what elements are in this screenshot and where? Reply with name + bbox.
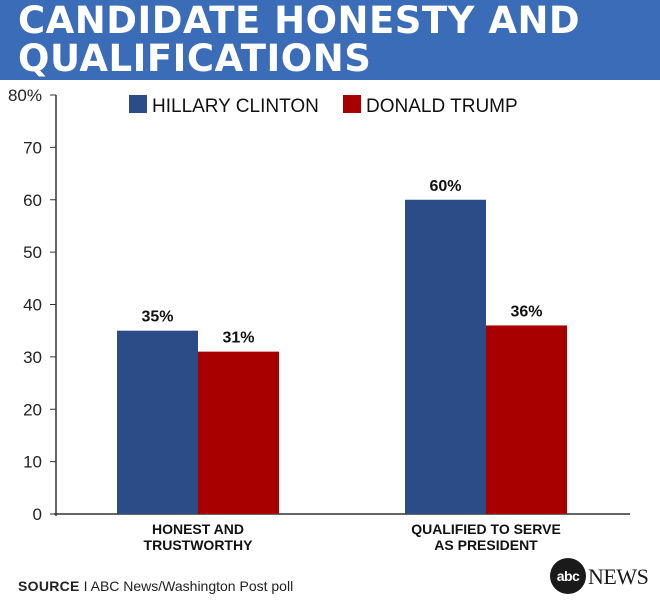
y-tick-label: 50 bbox=[23, 243, 42, 262]
abc-logo-text: NEWS bbox=[588, 564, 649, 589]
y-tick-label: 60 bbox=[23, 191, 42, 210]
bar bbox=[405, 199, 486, 514]
source-note: SOURCE I ABC News/Washington Post poll bbox=[18, 578, 293, 594]
title-banner: CANDIDATE HONESTY AND QUALIFICATIONS bbox=[0, 0, 660, 80]
abc-logo-mark: abc bbox=[550, 558, 586, 594]
y-tick-label: 10 bbox=[23, 453, 42, 472]
y-tick-label: 20 bbox=[23, 400, 42, 419]
data-label: 60% bbox=[429, 178, 461, 195]
category-label: QUALIFIED TO SERVE AS PRESIDENT bbox=[411, 521, 561, 553]
bar bbox=[486, 325, 567, 514]
data-label: 35% bbox=[141, 309, 173, 326]
source-label: SOURCE bbox=[18, 578, 80, 594]
abc-news-logo: abc NEWS bbox=[550, 558, 650, 594]
y-tick-label: 70 bbox=[23, 138, 42, 157]
y-tick-label: 0 bbox=[33, 505, 42, 524]
data-label: 36% bbox=[510, 303, 542, 320]
legend-swatch bbox=[129, 95, 147, 113]
bar bbox=[198, 351, 279, 514]
bar-chart: 0 10 20 30 40 50 60 70 80% 35% 60% 31% 36% HONEST AND… bbox=[8, 86, 630, 553]
data-label: 31% bbox=[222, 330, 254, 347]
category-label: HONEST AND TRUSTWORTHY bbox=[144, 521, 254, 553]
legend-swatch bbox=[343, 95, 361, 113]
y-tick-label: 40 bbox=[23, 296, 42, 315]
y-tick-label: 80% bbox=[8, 86, 42, 105]
source-separator: I bbox=[83, 578, 88, 594]
y-tick-label: 30 bbox=[23, 348, 42, 367]
legend-label: HILLARY CLINTON bbox=[152, 96, 319, 117]
chart-title: CANDIDATE HONESTY AND QUALIFICATIONS bbox=[18, 0, 581, 80]
source-text: ABC News/Washington Post poll bbox=[90, 578, 294, 594]
legend-label: DONALD TRUMP bbox=[366, 96, 518, 117]
bar bbox=[117, 330, 198, 514]
